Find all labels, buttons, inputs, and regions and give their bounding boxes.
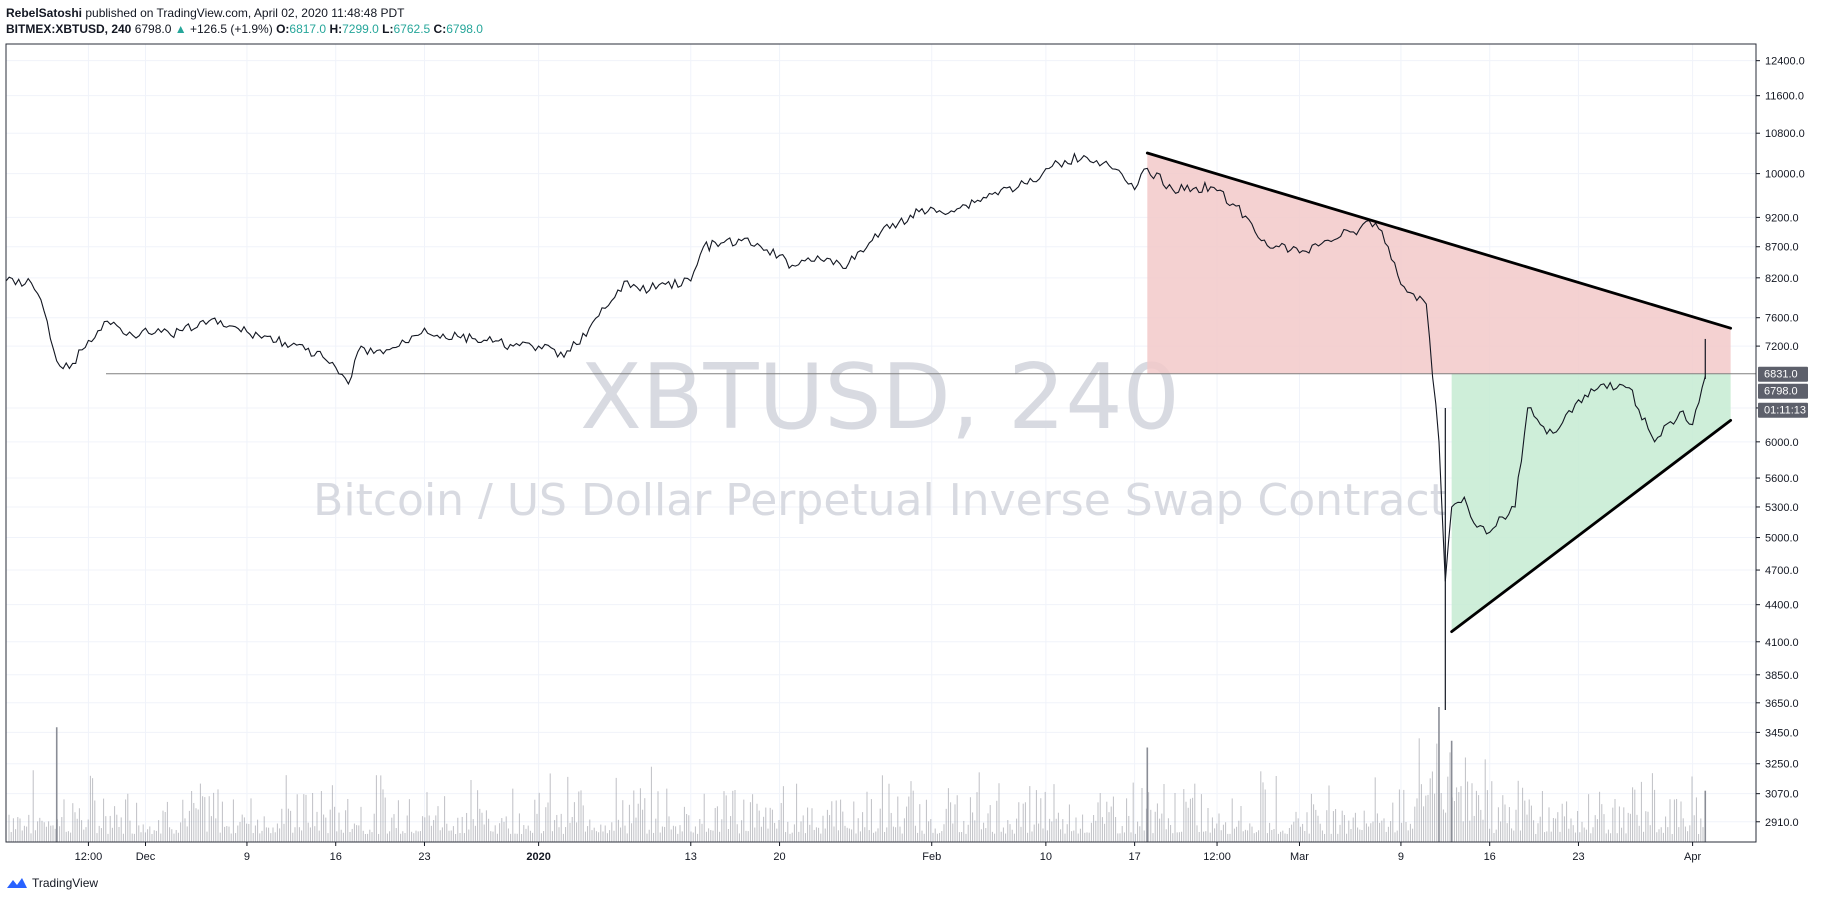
- high-value: 7299.0: [342, 22, 379, 36]
- tradingview-logo-icon[interactable]: [6, 876, 28, 890]
- chart-frame: [5, 43, 1757, 843]
- support-trendline: [1450, 418, 1733, 634]
- author-name[interactable]: RebelSatoshi: [6, 6, 83, 20]
- price-label: 6831.0: [1764, 369, 1798, 381]
- x-tick-label: 2020: [526, 851, 550, 863]
- x-tick-label: 17: [1128, 851, 1140, 863]
- y-tick-label: 11600.0: [1765, 91, 1804, 103]
- resistance-trendline: [1145, 151, 1733, 330]
- price-label-bg: [1758, 402, 1808, 418]
- y-tick-label: 6000.0: [1765, 437, 1799, 449]
- price-label: 6798.0: [1764, 386, 1798, 398]
- x-tick-label: 12:00: [1203, 851, 1231, 863]
- x-tick-label: 13: [685, 851, 697, 863]
- publish-info: RebelSatoshi published on TradingView.co…: [6, 5, 483, 21]
- y-tick-label: 8700.0: [1765, 242, 1799, 254]
- chart-header: RebelSatoshi published on TradingView.co…: [6, 5, 483, 37]
- x-tick-label: Dec: [136, 851, 156, 863]
- watermark: XBTUSD, 240 Bitcoin / US Dollar Perpetua…: [313, 345, 1447, 526]
- y-tick-label: 3070.0: [1765, 789, 1799, 801]
- x-tick-label: 20: [773, 851, 785, 863]
- price-label-bg: [1758, 383, 1808, 399]
- y-tick-label: 9200.0: [1765, 212, 1799, 224]
- plot-border: [5, 43, 1757, 843]
- ohlc-legend: BITMEX:XBTUSD, 240 6798.0 ▲ +126.5 (+1.9…: [6, 21, 483, 37]
- watermark-symbol: XBTUSD, 240: [580, 345, 1180, 450]
- x-tick-label: 16: [1484, 851, 1496, 863]
- zones: [1147, 153, 1731, 632]
- y-tick-label: 3250.0: [1765, 759, 1799, 771]
- x-tick-label: 9: [244, 851, 250, 863]
- close-label: C:: [433, 22, 447, 36]
- close-value: 6798.0: [446, 22, 483, 36]
- y-tick-label: 5600.0: [1765, 473, 1799, 485]
- y-tick-label: 10800.0: [1765, 128, 1805, 140]
- price-line: [5, 152, 1706, 582]
- trendlines: [1145, 151, 1733, 634]
- y-tick-label: 3650.0: [1765, 698, 1799, 710]
- price-label: 01:11:13: [1764, 405, 1806, 417]
- x-tick-label: 23: [418, 851, 430, 863]
- last-price: 6798.0: [134, 22, 172, 36]
- price-labels: 6831.0 6798.0 01:11:13: [1758, 366, 1808, 418]
- y-tick-label: 3450.0: [1765, 727, 1799, 739]
- y-tick-label: 5000.0: [1765, 533, 1799, 545]
- low-value: 6762.5: [393, 22, 431, 36]
- y-tick-label: 8200.0: [1765, 273, 1799, 285]
- price-series: [5, 152, 1706, 711]
- y-tick-label: 4400.0: [1765, 600, 1799, 612]
- bull-zone: [1451, 373, 1731, 632]
- y-tick-label: 7200.0: [1765, 341, 1799, 353]
- x-tick-label: 23: [1572, 851, 1584, 863]
- y-tick-label: 2910.0: [1765, 817, 1799, 829]
- x-tick-label: Apr: [1684, 851, 1701, 863]
- y-tick-label: 10000.0: [1765, 169, 1805, 181]
- publish-text: published on TradingView.com, April 02, …: [82, 6, 405, 20]
- y-tick-label: 5300.0: [1765, 502, 1799, 514]
- x-tick-label: 16: [330, 851, 342, 863]
- change-value: +126.5 (+1.9%): [189, 22, 273, 36]
- x-tick-label: 9: [1398, 851, 1404, 863]
- time-axis[interactable]: 12:00 Dec 9 16 23 2020 13 20 Feb 10 17 12:00 Mar 9 16 2…: [75, 842, 1702, 863]
- watermark-description: Bitcoin / US Dollar Perpetual Inverse Sw…: [313, 475, 1447, 526]
- y-tick-label: 12400.0: [1765, 56, 1805, 68]
- bear-zone: [1147, 153, 1731, 374]
- high-label: H:: [329, 22, 343, 36]
- x-tick-label: Feb: [922, 851, 941, 863]
- open-value: 6817.0: [289, 22, 327, 36]
- footer-brand[interactable]: TradingView: [32, 876, 99, 890]
- y-tick-label: 7600.0: [1765, 313, 1799, 325]
- symbol-label[interactable]: BITMEX:XBTUSD, 240: [6, 22, 132, 36]
- y-tick-label: 4100.0: [1765, 637, 1799, 649]
- x-tick-label: 10: [1040, 851, 1052, 863]
- open-label: O:: [276, 22, 290, 36]
- y-tick-label: 3850.0: [1765, 670, 1799, 682]
- footer: TradingView: [6, 876, 98, 890]
- volume-bars: [8, 707, 1707, 842]
- change-arrow-icon: ▲: [174, 22, 187, 36]
- price-axis[interactable]: 12400.0 11600.0 10800.0 10000.0 9200.0 8700.0…: [1756, 56, 1805, 829]
- x-tick-label: 12:00: [75, 851, 103, 863]
- price-label-bg: [1758, 366, 1808, 382]
- y-tick-label: 4700.0: [1765, 565, 1799, 577]
- x-tick-label: Mar: [1290, 851, 1309, 863]
- low-label: L:: [382, 22, 394, 36]
